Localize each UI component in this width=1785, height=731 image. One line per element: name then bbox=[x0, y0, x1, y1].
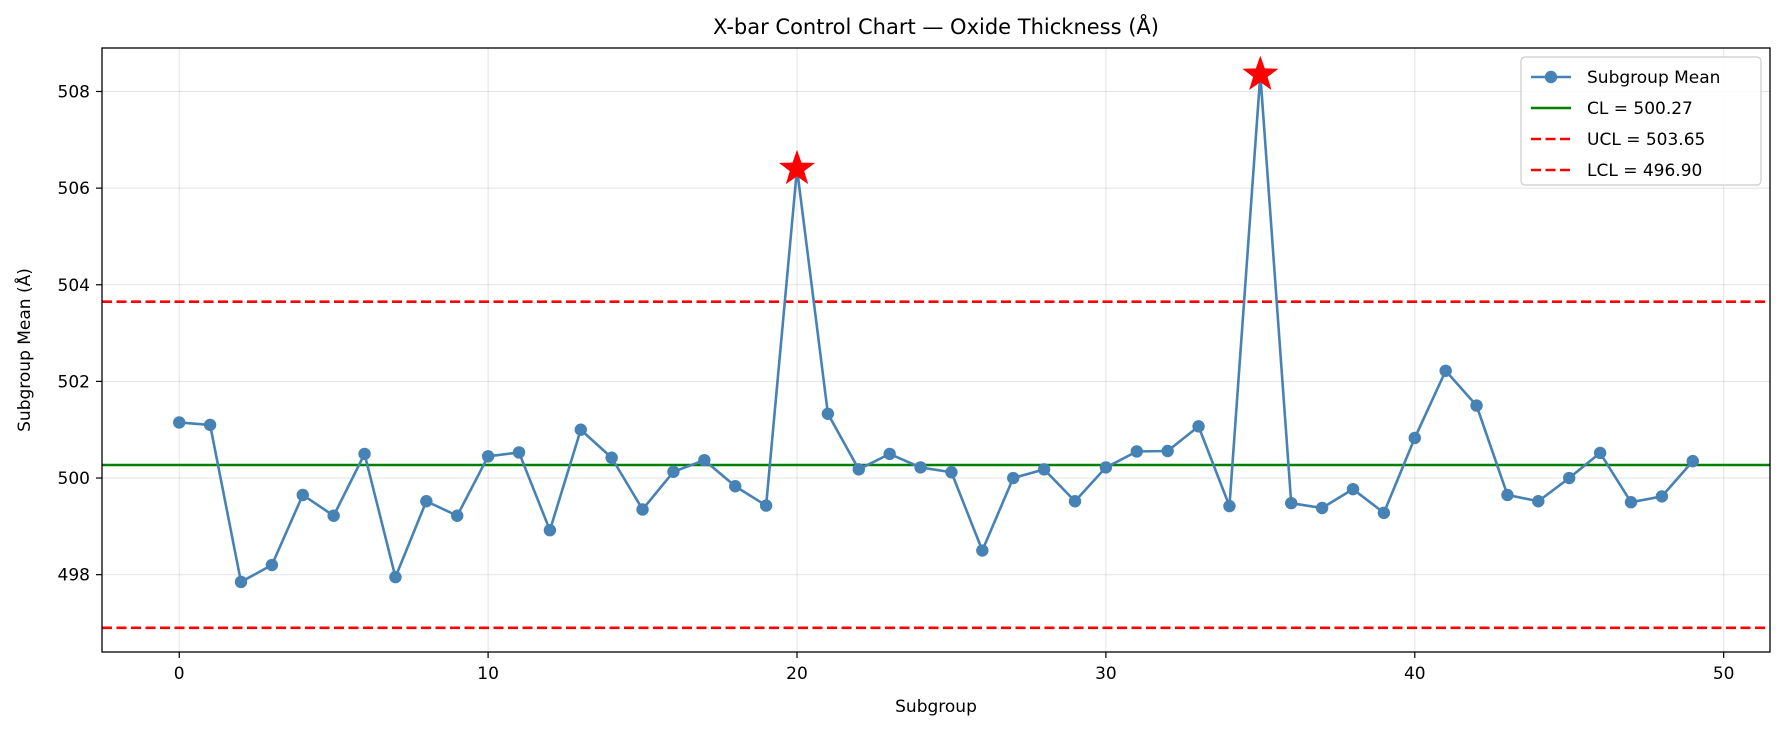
data-point bbox=[481, 450, 495, 463]
data-point bbox=[234, 575, 248, 589]
data-point bbox=[265, 558, 279, 572]
data-point bbox=[327, 509, 340, 522]
data-point bbox=[1470, 399, 1483, 412]
data-point bbox=[1223, 499, 1236, 513]
legend: Subgroup Mean CL = 500.27 UCL = 503.65 LCL … bbox=[1520, 56, 1762, 186]
data-point bbox=[605, 451, 618, 464]
data-point bbox=[1686, 454, 1699, 468]
data-point bbox=[1192, 420, 1205, 433]
legend-label: CL = 500.27 bbox=[1587, 99, 1693, 119]
data-point bbox=[852, 463, 865, 476]
data-point bbox=[420, 495, 433, 508]
legend-label: UCL = 503.65 bbox=[1587, 130, 1705, 150]
x-tick-label: 10 bbox=[477, 664, 499, 684]
y-tick-label: 508 bbox=[58, 82, 90, 102]
data-point bbox=[1501, 488, 1514, 502]
data-point bbox=[759, 499, 773, 512]
control-limit-lines bbox=[102, 300, 1770, 630]
data-point bbox=[1037, 463, 1051, 476]
y-tick-label: 502 bbox=[58, 372, 90, 392]
data-point bbox=[1068, 495, 1082, 508]
data-point bbox=[1315, 501, 1329, 515]
data-point bbox=[1130, 445, 1143, 458]
data-point bbox=[667, 465, 680, 478]
data-point bbox=[729, 480, 742, 493]
data-point bbox=[1655, 490, 1669, 503]
data-point bbox=[1593, 446, 1607, 460]
data-point bbox=[543, 524, 557, 537]
data-point bbox=[1007, 471, 1020, 485]
data-point bbox=[1532, 495, 1545, 508]
data-point bbox=[173, 416, 186, 429]
data-point bbox=[389, 570, 402, 584]
data-point bbox=[976, 544, 989, 557]
data-point bbox=[1285, 496, 1298, 510]
x-tick-label: 50 bbox=[1713, 664, 1735, 684]
out-of-control-star bbox=[778, 149, 816, 185]
axis-ticks: 0 10 20 30 40 50 498 500 502 504 506 508 bbox=[58, 82, 1735, 684]
out-of-control-markers bbox=[778, 55, 1279, 185]
y-tick-label: 506 bbox=[58, 179, 90, 199]
data-point bbox=[512, 446, 526, 459]
x-tick-label: 30 bbox=[1095, 664, 1117, 684]
data-point bbox=[883, 447, 896, 461]
data-point bbox=[1346, 482, 1360, 496]
data-point bbox=[636, 503, 649, 516]
data-point bbox=[945, 466, 958, 479]
out-of-control-star bbox=[1242, 55, 1279, 90]
data-point bbox=[698, 453, 711, 467]
x-tick-label: 40 bbox=[1404, 664, 1426, 684]
data-point bbox=[914, 461, 927, 474]
data-point bbox=[1099, 461, 1113, 474]
y-tick-label: 500 bbox=[58, 469, 90, 489]
plot-frame bbox=[101, 47, 1771, 653]
data-point bbox=[358, 447, 371, 461]
x-tick-label: 20 bbox=[786, 664, 808, 684]
data-point bbox=[574, 423, 587, 436]
data-point bbox=[1624, 496, 1638, 509]
data-point bbox=[1439, 364, 1452, 377]
y-tick-label: 498 bbox=[58, 566, 90, 586]
data-point bbox=[1161, 444, 1174, 458]
data-point bbox=[821, 407, 835, 420]
data-point bbox=[1377, 506, 1391, 520]
data-point bbox=[203, 418, 217, 432]
data-point bbox=[451, 509, 464, 522]
data-point bbox=[1563, 471, 1576, 485]
legend-box bbox=[1520, 56, 1762, 186]
legend-label: Subgroup Mean bbox=[1587, 68, 1720, 88]
y-tick-label: 504 bbox=[58, 276, 90, 296]
data-point bbox=[1408, 431, 1421, 445]
legend-label: LCL = 496.90 bbox=[1587, 161, 1702, 181]
x-axis-label: Subgroup bbox=[895, 697, 977, 717]
chart-title: X-bar Control Chart — Oxide Thickness (Å… bbox=[713, 13, 1159, 39]
data-point bbox=[296, 488, 309, 502]
legend-marker bbox=[1544, 70, 1558, 84]
x-tick-label: 0 bbox=[174, 664, 185, 684]
y-axis-label: Subgroup Mean (Å) bbox=[13, 268, 35, 432]
